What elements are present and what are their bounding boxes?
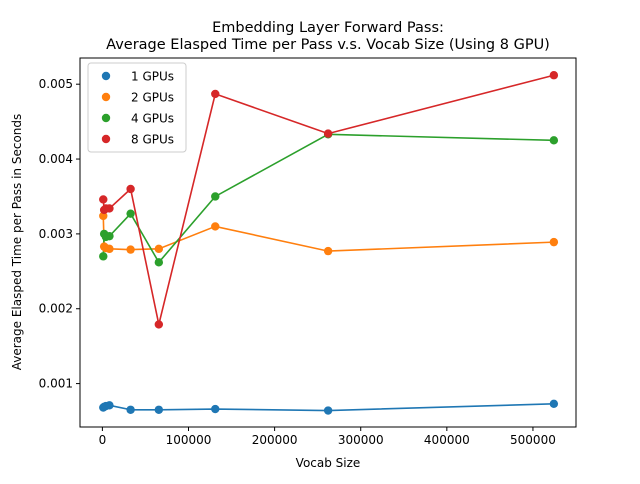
axis-layer: 0 100000 200000 300000 400000 500000 0.001 0.00… [39, 77, 556, 447]
series-2-point [323, 246, 333, 256]
series-4-point [211, 89, 220, 99]
chart-title-line2: Average Elasped Time per Pass v.s. Vocab… [106, 37, 550, 53]
series-2-point [211, 222, 220, 231]
legend-frame [87, 62, 187, 153]
series-4-point [99, 195, 108, 204]
series-1-point [211, 404, 220, 414]
series-layer [99, 71, 559, 415]
legend-marker [101, 71, 111, 81]
legend-marker [101, 92, 111, 102]
y-tick-label: 0.001 [39, 377, 73, 391]
series-1-point [323, 406, 333, 415]
x-tick-label: 400000 [424, 433, 470, 447]
series-4-point [323, 129, 333, 138]
y-tick-label: 0.003 [39, 227, 73, 241]
series-1-point [126, 405, 135, 414]
y-tick-label: 0.002 [39, 302, 73, 316]
legend-marker [101, 134, 111, 144]
series-4-point [549, 71, 559, 80]
chart-title-line1: Embedding Layer Forward Pass: [212, 20, 444, 36]
legend-label: 1 GPUs [131, 70, 174, 84]
x-tick-label: 500000 [510, 433, 556, 447]
y-axis-label: Average Elasped Time per Pass in Seconds [10, 114, 24, 371]
plot-area-frame [79, 57, 577, 428]
series-1-point [105, 401, 114, 410]
series-2-point [154, 244, 164, 254]
x-tick-label: 0 [99, 433, 107, 447]
legend-label: 2 GPUs [131, 91, 174, 105]
y-tick-label: 0.005 [39, 77, 73, 91]
series-1-point [549, 399, 559, 408]
series-4-point [105, 204, 114, 213]
series-2-point [549, 237, 559, 247]
series-3-point [154, 258, 164, 267]
series-1-point [154, 405, 164, 414]
legend: 1 GPUs 2 GPUs 4 GPUs 8 GPUs [87, 62, 187, 153]
legend-label: 8 GPUs [131, 133, 174, 147]
series-3-point [211, 192, 220, 201]
series-3-point [126, 209, 135, 218]
series-4-point [154, 320, 164, 329]
y-tick-label: 0.004 [39, 152, 73, 166]
x-tick-label: 200000 [252, 433, 298, 447]
x-tick-label: 100000 [166, 433, 212, 447]
series-3-point [99, 252, 108, 261]
x-tick-label: 300000 [338, 433, 384, 447]
series-2-point [105, 244, 114, 254]
x-axis-label: Vocab Size [296, 456, 361, 470]
legend-items: 1 GPUs 2 GPUs 4 GPUs 8 GPUs [101, 70, 174, 147]
series-3-point [105, 231, 114, 241]
legend-label: 4 GPUs [131, 112, 174, 126]
legend-marker [101, 113, 111, 123]
series-2-point [126, 245, 135, 254]
series-3-point [549, 136, 559, 145]
series-4-point [126, 184, 135, 194]
